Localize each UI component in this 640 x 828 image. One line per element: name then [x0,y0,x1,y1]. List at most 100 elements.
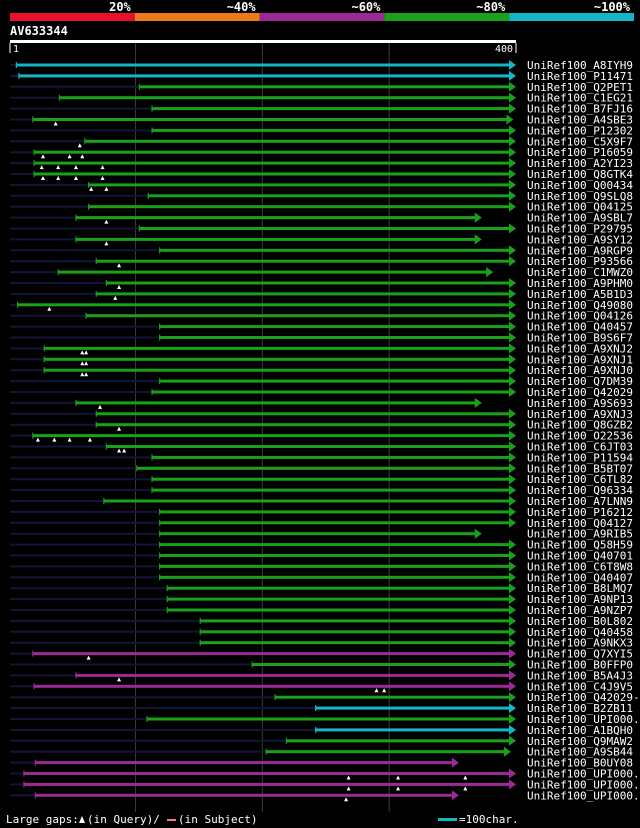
hit-bar[interactable] [23,782,510,786]
hit-row[interactable]: UniRef100_Q58H59 [10,539,633,552]
hit-label[interactable]: UniRef100_A9XNJ1 [527,353,633,366]
hit-bar[interactable] [275,695,510,699]
hit-bar[interactable] [252,663,510,666]
hit-label[interactable]: UniRef100_A7LNN9 [527,495,633,508]
hit-bar[interactable] [32,118,508,121]
hit-bar[interactable] [152,455,510,459]
hit-label[interactable]: UniRef100_A9XNJ2 [527,342,633,355]
hit-bar[interactable] [96,423,510,427]
hit-label[interactable]: UniRef100_B9S6F7 [527,332,633,345]
hit-row[interactable]: UniRef100_A2YI23 [10,157,633,170]
hit-label[interactable]: UniRef100_B8LMQ7 [527,582,633,595]
hit-bar[interactable] [75,237,476,241]
hit-row[interactable]: UniRef100_Q40701 [10,550,633,563]
hit-row[interactable]: UniRef100_Q04127 [10,517,633,530]
hit-label[interactable]: UniRef100_Q42029-2 [527,691,640,704]
hit-row[interactable]: UniRef100_A9RGP9 [10,244,633,257]
hit-bar[interactable] [34,684,510,688]
hit-bar[interactable] [167,608,511,612]
hit-label[interactable]: UniRef100_B0L802 [527,615,633,628]
hit-row[interactable]: UniRef100_Q04126 [10,310,633,323]
hit-label[interactable]: UniRef100_Q8GTK4 [527,168,633,181]
hit-label[interactable]: UniRef100_Q00434 [527,179,633,192]
hit-row[interactable]: UniRef100_Q40457 [10,321,633,334]
hit-label[interactable]: UniRef100_P16212 [527,506,633,519]
hit-label[interactable]: UniRef100_C6TL82 [527,473,633,486]
hit-row[interactable]: UniRef100_P93566 [10,255,633,268]
hit-bar[interactable] [44,368,510,372]
hit-row[interactable]: UniRef100_A9NP13 [10,593,633,606]
hit-bar[interactable] [286,739,510,743]
hit-row[interactable]: UniRef100_A9SB44 [10,746,633,759]
hit-label[interactable]: UniRef100_C4J9V5 [527,680,633,693]
hit-label[interactable]: UniRef100_Q40407 [527,571,633,584]
hit-label[interactable]: UniRef100_Q7DM39 [527,375,633,388]
hit-row[interactable]: UniRef100_UPI000.. [10,789,640,802]
hit-label[interactable]: UniRef100_A9RIB5 [527,528,633,541]
hit-bar[interactable] [96,259,510,263]
hit-row[interactable]: UniRef100_A9NKX3 [10,637,633,650]
hit-bar[interactable] [35,793,453,797]
hit-row[interactable]: UniRef100_A9XNJ3 [10,408,633,421]
hit-bar[interactable] [88,205,511,209]
hit-row[interactable]: UniRef100_P11471 [10,70,633,83]
hit-label[interactable]: UniRef100_UPI000.. [527,713,640,726]
hit-bar[interactable] [139,227,510,230]
hit-row[interactable]: UniRef100_A5B1D3 [10,288,633,301]
hit-label[interactable]: UniRef100_A9S693 [527,397,633,410]
hit-bar[interactable] [266,750,505,754]
hit-row[interactable]: UniRef100_B2ZB11 [10,702,633,715]
hit-label[interactable]: UniRef100_B5BT07 [527,462,633,475]
hit-label[interactable]: UniRef100_A9NZP7 [527,604,633,617]
hit-row[interactable]: UniRef100_P16059 [10,146,633,159]
hit-label[interactable]: UniRef100_Q04125 [527,201,633,214]
hit-bar[interactable] [88,183,511,187]
hit-row[interactable]: UniRef100_B0FFP0 [10,659,633,672]
hit-label[interactable]: UniRef100_A9SB44 [527,746,633,759]
hit-bar[interactable] [159,554,510,557]
hit-bar[interactable] [16,63,511,67]
hit-label[interactable]: UniRef100_P93566 [527,255,633,268]
hit-bar[interactable] [152,128,510,132]
hit-row[interactable]: UniRef100_P16212 [10,506,633,519]
hit-bar[interactable] [159,575,510,579]
hit-label[interactable]: UniRef100_A5B1D3 [527,288,633,301]
hit-bar[interactable] [159,543,510,547]
hit-label[interactable]: UniRef100_A4SBE3 [527,114,633,127]
hit-row[interactable]: UniRef100_Q9MAW2 [10,735,633,748]
hit-bar[interactable] [152,488,510,492]
hit-bar[interactable] [17,303,511,307]
hit-bar[interactable] [152,477,510,481]
hit-row[interactable]: UniRef100_A9RIB5 [10,528,633,541]
hit-bar[interactable] [159,521,510,525]
hit-label[interactable]: UniRef100_B2ZB11 [527,702,633,715]
hit-bar[interactable] [200,630,510,634]
hit-label[interactable]: UniRef100_Q42029 [527,386,633,399]
hit-label[interactable]: UniRef100_A2YI23 [527,157,633,170]
hit-row[interactable]: UniRef100_B5A4J3 [10,669,633,682]
hit-row[interactable]: UniRef100_Q42029 [10,386,633,399]
hit-bar[interactable] [167,586,511,590]
hit-bar[interactable] [103,499,511,503]
hit-bar[interactable] [136,466,510,470]
hit-bar[interactable] [18,74,510,78]
hit-row[interactable]: UniRef100_B0L802 [10,615,633,628]
hit-label[interactable]: UniRef100_O22536 [527,430,633,443]
hit-row[interactable]: UniRef100_Q04125 [10,201,633,214]
hit-row[interactable]: UniRef100_Q9SLQ8 [10,190,633,203]
hit-bar[interactable] [44,357,510,361]
hit-label[interactable]: UniRef100_P12302 [527,124,633,137]
hit-bar[interactable] [315,706,510,710]
hit-bar[interactable] [34,161,510,165]
hit-row[interactable]: UniRef100_Q40458 [10,626,633,639]
hit-label[interactable]: UniRef100_A9XNJ3 [527,408,633,421]
hit-row[interactable]: UniRef100_C4J9V5 [10,680,633,693]
hit-row[interactable]: UniRef100_A9SBL7 [10,212,633,225]
hit-bar[interactable] [32,652,511,656]
hit-row[interactable]: UniRef100_A4SBE3 [10,114,633,127]
hit-row[interactable]: UniRef100_A7LNN9 [10,495,633,508]
hit-label[interactable]: UniRef100_Q2PET1 [527,81,633,94]
hit-label[interactable]: UniRef100_A9SBL7 [527,212,633,225]
hit-row[interactable]: UniRef100_C6TL82 [10,473,633,486]
hit-bar[interactable] [139,85,510,89]
